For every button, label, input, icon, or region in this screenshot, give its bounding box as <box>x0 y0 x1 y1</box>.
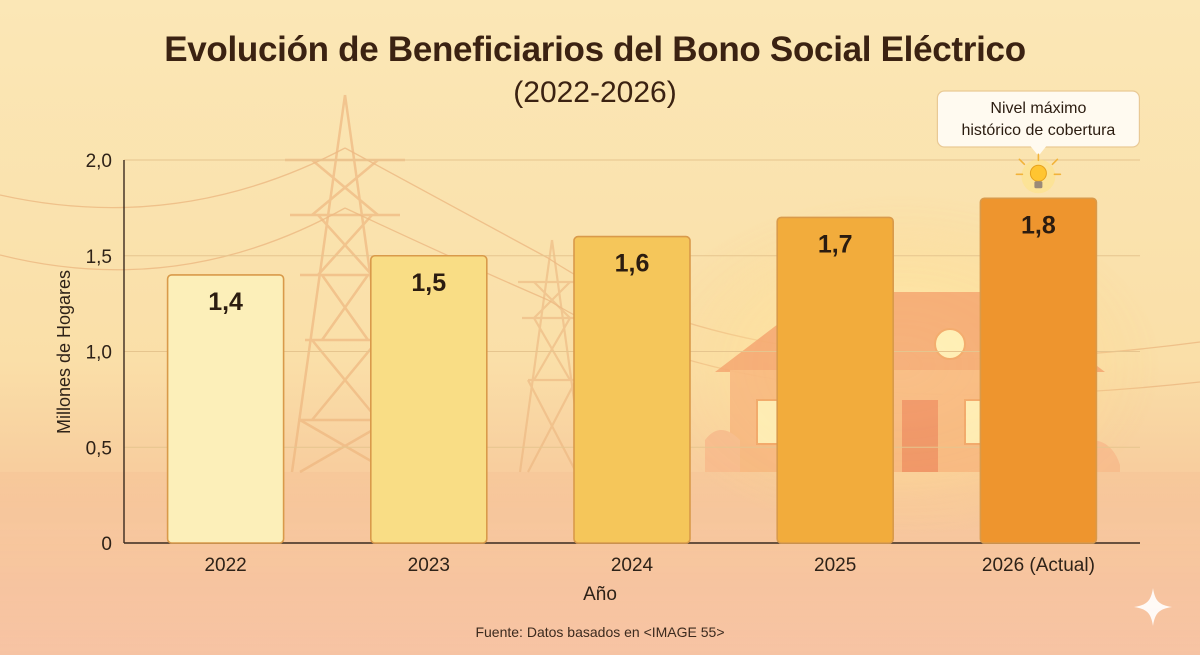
x-axis-label: Año <box>583 584 617 605</box>
y-tick-label: 2,0 <box>86 151 112 172</box>
bar-2022 <box>166 274 285 544</box>
bar-2023 <box>369 254 488 544</box>
callout-text-line2: histórico de cobertura <box>961 122 1115 139</box>
x-tick-label: 2022 <box>204 555 246 576</box>
sparkle-icon <box>1134 588 1172 626</box>
chart-subtitle: (2022-2026) <box>513 76 677 109</box>
bar-2024 <box>573 235 691 544</box>
x-tick-label: 2023 <box>408 555 450 576</box>
data-label: 1,6 <box>615 250 650 278</box>
lightbulb-icon <box>1015 153 1062 194</box>
x-tick-label: 2025 <box>814 555 856 576</box>
labels: 1,4 2022 1,5 2023 1,6 2024 1,7 2025 1,8 2026 (Act… <box>204 211 1094 576</box>
annotation: Nivel máximo histórico de cobertura <box>936 90 1141 194</box>
data-label: 1,4 <box>208 288 243 316</box>
chart-title: Evolución de Beneficiarios del Bono Soci… <box>164 30 1026 69</box>
data-label: 1,8 <box>1021 211 1056 239</box>
bars <box>166 197 1098 544</box>
y-tick-label: 1,5 <box>86 247 112 268</box>
x-tick-label: 2026 (Actual) <box>982 555 1095 576</box>
y-tick-label: 1,0 <box>86 343 112 364</box>
source-note: Fuente: Datos basados en <IMAGE 55> <box>475 624 725 640</box>
bar-2026 <box>979 197 1098 544</box>
callout-pointer <box>1030 146 1047 156</box>
x-tick-label: 2024 <box>611 555 654 576</box>
y-axis-label: Millones de Hogares <box>54 270 74 434</box>
bar-2025 <box>776 216 895 544</box>
data-label: 1,5 <box>411 269 446 297</box>
power-tower-icon <box>518 239 586 473</box>
y-tick-label: 0,5 <box>86 438 112 459</box>
callout-text-line1: Nivel máximo <box>990 100 1086 117</box>
data-label: 1,7 <box>818 230 853 258</box>
y-tick-label: 0 <box>101 534 112 555</box>
